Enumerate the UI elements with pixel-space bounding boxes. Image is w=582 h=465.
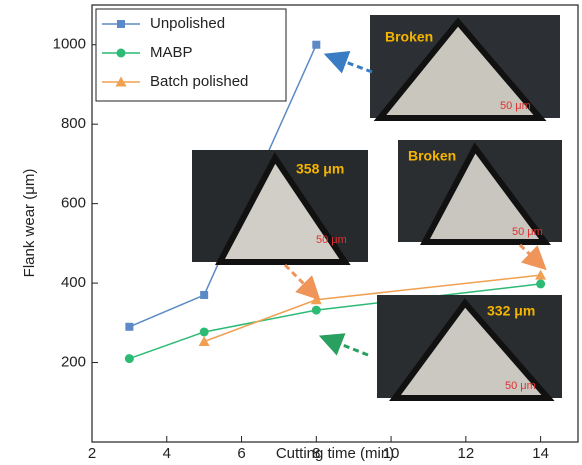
- scale-bar: 50 μm: [316, 234, 347, 246]
- arrow: [318, 333, 369, 357]
- scale-bar: 50 μm: [505, 380, 536, 392]
- x-tick-label: 8: [312, 445, 320, 462]
- inset-label: Broken: [408, 148, 456, 164]
- y-tick-label: 200: [61, 354, 86, 371]
- marker: [312, 40, 321, 49]
- marker: [115, 76, 127, 87]
- legend: Unpolished MABP Batch polished: [102, 15, 248, 90]
- x-tick-label: 2: [88, 445, 96, 462]
- marker: [125, 322, 134, 331]
- arrow: [323, 51, 373, 74]
- legend-label: Unpolished: [150, 15, 225, 32]
- legend-label: MABP: [150, 44, 193, 61]
- x-axis-label: Cutting time (min): [276, 445, 394, 462]
- inset-label: 332 μm: [487, 303, 535, 319]
- marker: [200, 291, 209, 300]
- legend-label: Batch polished: [150, 73, 248, 90]
- y-tick-label: 400: [61, 274, 86, 291]
- y-tick-label: 800: [61, 115, 86, 132]
- x-tick-label: 12: [458, 445, 475, 462]
- inset-label: Broken: [385, 29, 433, 45]
- marker: [536, 279, 546, 289]
- scale-bar: 50 μm: [512, 226, 543, 238]
- marker: [198, 335, 210, 346]
- x-tick-label: 6: [237, 445, 245, 462]
- marker: [311, 305, 321, 315]
- inset: Broken 50 μm: [370, 15, 560, 121]
- marker: [124, 354, 134, 364]
- x-tick-label: 10: [383, 445, 400, 462]
- marker: [117, 20, 125, 28]
- marker: [199, 327, 209, 337]
- inset-label: 358 μm: [296, 161, 344, 177]
- inset: 332 μm 50 μm: [377, 295, 562, 401]
- plot-area: 2 4 6 8 10 12 14 200 400 600 800 1000: [53, 36, 549, 462]
- x-tick-label: 4: [163, 445, 171, 462]
- arrow: [283, 263, 321, 301]
- y-axis-label: Flank wear (μm): [21, 169, 38, 278]
- marker: [535, 269, 547, 280]
- marker: [116, 48, 126, 58]
- inset: Broken 50 μm: [398, 140, 562, 245]
- y-tick-label: 1000: [53, 36, 86, 53]
- insets: Broken 50 μm 358 μm 50 μm Broken 50 μm 3…: [192, 15, 562, 401]
- arrow: [518, 243, 547, 271]
- scale-bar: 50 μm: [500, 100, 531, 112]
- plot-frame: [91, 4, 579, 443]
- y-tick-label: 600: [61, 195, 86, 212]
- x-tick-label: 14: [532, 445, 549, 462]
- inset: 358 μm 50 μm: [192, 150, 368, 265]
